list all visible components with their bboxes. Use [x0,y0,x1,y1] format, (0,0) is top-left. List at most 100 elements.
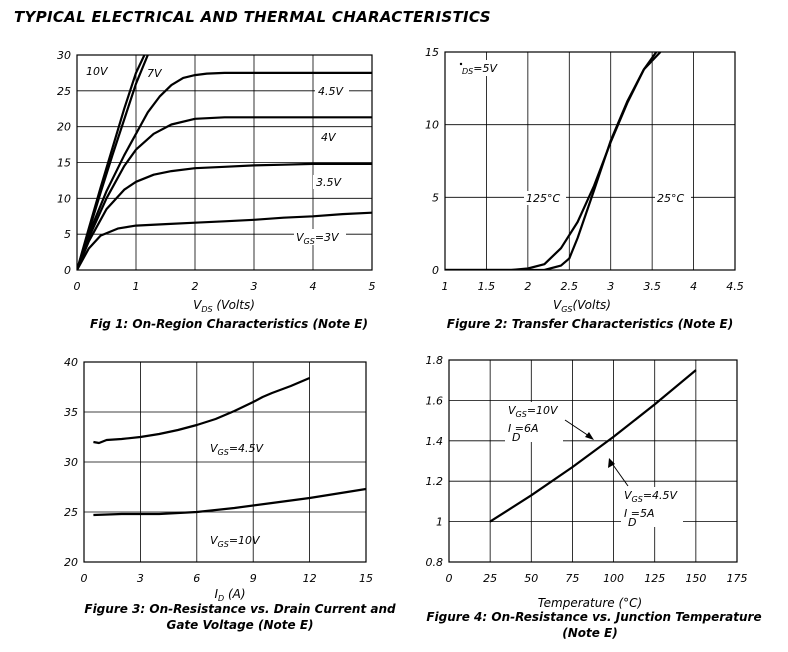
fig2-curve-label: 25°C [657,192,684,205]
fig4-arrow-head-b [608,458,615,468]
fig3-curve-label: VGS=10V [210,534,261,549]
fig3-caption: Figure 3: On-Resistance vs. Drain Curren… [84,602,396,616]
fig2-vds-label: DS=5V [462,62,498,76]
fig1-plot-frame [76,54,373,271]
fig3-x-tick-label: 12 [303,572,317,585]
fig2-y-tick-label: 0 [432,264,439,277]
fig1-x-tick-label: 3 [251,280,258,293]
fig3-series-line [93,487,366,517]
fig1-curve-label: 3.5V [316,176,342,189]
fig2-series-line [445,52,662,270]
fig1-label-bg [318,130,352,144]
fig3-series-line [93,376,311,445]
fig1-x-axis-label: VDS (Volts) [193,298,255,314]
fig4-label-id5: I =5A [624,507,654,520]
fig4-plot-frame [448,359,738,563]
fig3-y-tick-label: 25 [64,506,78,519]
fig1-label-bg [315,84,349,98]
fig4-caption-line2: (Note E) [562,626,618,640]
fig3-x-tick-label: 9 [250,572,257,585]
fig2-caption: Figure 2: Transfer Characteristics (Note… [447,317,733,331]
fig1-curve-label: 7V [147,67,163,80]
fig4-label-bg [621,487,683,527]
fig1-series-line [77,71,372,270]
fig4-label-id6-sub: D [512,431,520,444]
fig4-label-bg [505,402,563,442]
fig1-x-tick-label: 2 [192,280,199,293]
fig1-series-line [77,162,372,270]
fig4-x-tick-label: 175 [727,572,748,585]
fig1-y-tick-label: 30 [57,49,71,62]
fig1-y-tick-label: 25 [57,85,71,98]
fig4-caption: Figure 4: On-Resistance vs. Junction Tem… [426,610,761,624]
fig2-x-tick-label: 4.5 [726,280,744,293]
fig2-x-axis-label: VGS(Volts) [553,298,611,314]
fig1-curve-label: 4.5V [318,85,344,98]
fig1-y-tick-label: 0 [64,264,71,277]
fig3-x-tick-label: 0 [81,572,88,585]
fig4-arrow-line-b [610,461,629,487]
fig2-x-tick-label: 4 [690,280,697,293]
fig1-chart: 0 1 2 3 4 5 0 5 10 15 20 25 30 [57,49,376,293]
fig1-x-tick-label: 0 [74,280,81,293]
fig2-x-tick-label: 1 [442,280,449,293]
fig4-x-tick-label: 0 [446,572,453,585]
fig1-x-tick-label: 4 [310,280,317,293]
fig1-y-tick-label: 20 [57,121,71,134]
fig2-y-tick-label: 15 [425,46,439,59]
fig3-curve-label: VGS=4.5V [210,442,265,457]
fig4-y-tick-label: 1.6 [426,394,444,407]
fig4-label-id6: I =6A [508,422,538,435]
fig1-series-line [77,211,372,270]
fig4-series-line [489,369,697,523]
fig4-label-id5-sub: D [628,516,636,529]
fig4-x-tick-label: 50 [524,572,538,585]
fig4-x-tick-label: 150 [685,572,706,585]
fig3-x-tick-label: 15 [359,572,373,585]
fig2-x-tick-label: 2.5 [561,280,579,293]
fig1-x-tick-label: 5 [369,280,376,293]
fig2-y-tick-label: 10 [425,119,439,132]
fig1-x-tick-label: 1 [133,280,140,293]
fig4-y-tick-label: 1.2 [426,475,444,488]
fig4-x-tick-label: 25 [483,572,497,585]
fig4-y-tick-label: 1 [436,516,443,529]
fig1-curve-label: 4V [321,131,337,144]
fig2-x-tick-label: 2 [524,280,531,293]
fig2-vds-dot [459,62,463,66]
fig1-curve-label: 10V [86,65,109,78]
fig2-label-bg [461,60,507,76]
fig3-caption-line2: Gate Voltage (Note E) [166,618,313,632]
fig2-chart: 1 1.5 2 2.5 3 3.5 4 4.5 0 5 10 15 [425,46,744,293]
fig1-caption: Fig 1: On-Region Characteristics (Note E… [90,317,368,331]
fig1-label-bg [294,229,346,245]
fig1-vgs-label: VGS=3V [296,231,340,246]
fig3-y-tick-label: 40 [64,356,78,369]
fig4-label-vgs10: VGS=10V [508,404,559,419]
fig4-y-tick-label: 0.8 [426,556,444,569]
fig3-y-tick-label: 30 [64,456,78,469]
fig2-x-tick-label: 3.5 [643,280,661,293]
fig3-y-tick-label: 35 [64,406,78,419]
fig4-x-tick-label: 125 [644,572,665,585]
fig1-y-tick-label: 15 [57,157,71,170]
fig2-label-bg [655,191,691,205]
fig2-curve-label: 125°C [526,192,560,205]
fig2-x-tick-label: 1.5 [478,280,496,293]
fig3-y-tick-label: 20 [64,556,78,569]
fig4-x-tick-label: 75 [565,572,579,585]
fig4-y-tick-label: 1.8 [426,354,444,367]
fig2-plot-frame [444,51,736,271]
fig4-label-vgs45: VGS=4.5V [624,489,679,504]
fig3-plot-frame [83,361,367,563]
fig2-x-tick-label: 3 [607,280,614,293]
page-title: TYPICAL ELECTRICAL AND THERMAL CHARACTER… [14,8,491,26]
fig4-x-tick-label: 100 [603,572,624,585]
fig1-y-tick-label: 10 [57,192,71,205]
fig4-y-tick-label: 1.4 [426,435,444,448]
fig3-x-tick-label: 6 [193,572,200,585]
fig2-label-bg [524,191,566,205]
fig4-x-axis-label: Temperature (°C) [538,596,642,610]
fig4-arrow-head-a [585,432,594,440]
